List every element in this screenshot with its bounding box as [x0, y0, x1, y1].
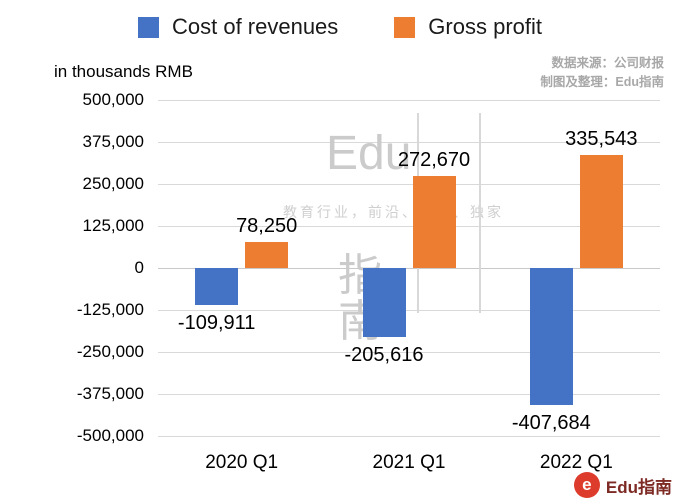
x-axis-tick-label: 2020 Q1 [205, 452, 279, 473]
y-axis-tick-label: 250,000 [82, 174, 144, 193]
y-axis-tick-label: 0 [134, 258, 144, 277]
watermark-vertical-line [479, 113, 481, 313]
axis-units-label: in thousands RMB [54, 62, 193, 81]
footer-logo: e Edu指南 [573, 472, 672, 498]
edu-logo-icon: e [573, 472, 600, 498]
gridline [158, 268, 660, 269]
gridline [158, 310, 660, 311]
bar-cost-of-revenues [529, 268, 573, 405]
x-axis-tick-label: 2021 Q1 [372, 452, 446, 473]
gridline [158, 142, 660, 143]
gridline [158, 352, 660, 353]
bar-value-label: -205,616 [344, 344, 424, 366]
plot-area: -109,911 78,250 -205,616 272,670 -407,684 335… [158, 100, 660, 437]
bar-value-label: 78,250 [236, 215, 298, 237]
legend-item-cost-of-revenues: Cost of revenues [137, 14, 339, 40]
legend-swatch-blue-icon [137, 16, 159, 38]
gridline [158, 226, 660, 227]
source-note: 数据来源：公司财报 制图及整理：Edu指南 [540, 54, 664, 93]
legend-item-gross-profit: Gross profit [394, 14, 542, 40]
bar-gross-profit [412, 176, 456, 268]
y-axis-tick-label: 375,000 [82, 132, 144, 151]
x-axis-tick-label: 2022 Q1 [539, 452, 613, 473]
bar-gross-profit [245, 242, 289, 268]
legend-swatch-orange-icon [394, 16, 416, 38]
gridline [158, 184, 660, 185]
y-axis-tick-label: 125,000 [82, 216, 144, 235]
bar-cost-of-revenues [362, 268, 406, 337]
bar-value-label: -109,911 [177, 312, 256, 334]
bar-value-label: 335,543 [565, 128, 638, 150]
y-axis-tick-label: 500,000 [82, 90, 144, 109]
chart-legend: Cost of revenues Gross profit [0, 14, 680, 40]
bar-value-label: -407,684 [511, 412, 591, 434]
gridline [158, 394, 660, 395]
y-axis-tick-label: -250,000 [76, 342, 144, 361]
bar-cost-of-revenues [195, 268, 239, 305]
bar-value-label: 272,670 [397, 149, 471, 171]
y-axis-tick-label: -375,000 [76, 384, 144, 403]
gridline [158, 436, 660, 437]
watermark-brand-text: Edu [326, 127, 412, 180]
bar-gross-profit [579, 155, 623, 268]
gridline [158, 100, 660, 101]
footer-logo-label: Edu指南 [605, 477, 672, 497]
legend-label: Gross profit [428, 14, 542, 39]
y-axis-tick-label: -500,000 [76, 426, 144, 445]
legend-label: Cost of revenues [171, 14, 339, 39]
source-note-line1: 数据来源：公司财报 [551, 56, 664, 70]
source-note-line2: 制图及整理：Edu指南 [540, 75, 664, 90]
y-axis-tick-label: -125,000 [76, 300, 144, 319]
